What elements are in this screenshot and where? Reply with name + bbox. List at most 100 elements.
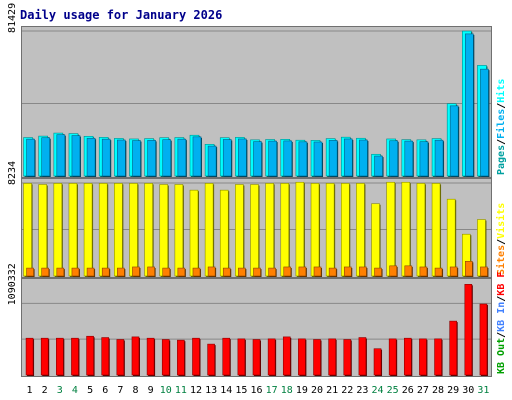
chart-title: Daily usage for January 2026: [20, 8, 222, 22]
bar-visits-day-10: [159, 184, 169, 277]
bar-files-day-7: [117, 139, 126, 177]
bar-sites-day-11: [177, 267, 186, 277]
bar-visits-day-15: [235, 184, 244, 277]
bar-files-day-31: [480, 68, 489, 177]
legend-separator: /: [496, 332, 507, 338]
chart-panels: 81429Pages/Files/Hits8234Sites/Visits109…: [7, 3, 507, 377]
bar-kbf-day-24: [373, 348, 382, 376]
bar-files-day-21: [328, 140, 338, 177]
bar-files-day-23: [359, 139, 368, 177]
x-tick-label-day-19: 19: [296, 385, 308, 396]
x-tick-label-day-23: 23: [356, 385, 368, 396]
bar-visits-day-4: [68, 183, 78, 277]
bar-sites-day-3: [56, 267, 65, 277]
legend-separator: /: [496, 139, 507, 145]
x-tick-label-day-22: 22: [341, 385, 353, 396]
bar-visits-day-5: [83, 183, 93, 277]
bar-visits-day-17: [265, 183, 274, 277]
bar-sites-day-22: [343, 266, 352, 277]
bar-files-day-30: [465, 33, 474, 177]
bar-files-day-24: [374, 155, 383, 177]
panel-legend: Sites/Visits: [495, 203, 507, 275]
bar-kbf-day-18: [282, 336, 291, 376]
x-tick-label-day-16: 16: [250, 385, 262, 396]
bar-sites-day-7: [117, 267, 125, 277]
bar-sites-day-21: [328, 267, 337, 277]
bar-sites-day-20: [313, 266, 322, 277]
x-tick-label-day-4: 4: [72, 385, 78, 396]
bar-kbf-day-26: [403, 337, 412, 376]
bar-files-day-1: [26, 138, 35, 177]
x-tick-label-day-1: 1: [27, 385, 33, 396]
bar-files-day-11: [177, 138, 187, 177]
bar-sites-day-12: [192, 267, 201, 277]
bar-sites-day-28: [434, 267, 443, 277]
x-tick-label-day-12: 12: [190, 385, 202, 396]
x-tick-label-day-29: 29: [447, 385, 459, 396]
bar-sites-day-30: [465, 261, 473, 277]
bar-visits-day-28: [431, 183, 441, 277]
bar-sites-day-19: [298, 266, 307, 277]
x-tick-label-day-11: 11: [175, 385, 187, 396]
bar-kbf-day-9: [146, 337, 155, 376]
bar-visits-day-13: [204, 183, 214, 277]
bar-kbf-day-20: [313, 339, 321, 376]
x-tick-label-day-14: 14: [220, 385, 232, 396]
bar-files-day-25: [389, 140, 398, 177]
bar-files-day-15: [238, 138, 247, 177]
panel-visits_sites: 8234 Sites/Visits: [7, 161, 507, 278]
bar-visits-day-22: [340, 183, 350, 277]
bar-files-day-16: [253, 141, 262, 177]
bar-visits-day-2: [38, 184, 47, 277]
bar-kbf-day-30: [464, 284, 473, 376]
bar-sites-day-10: [162, 267, 171, 277]
x-tick-label-day-15: 15: [235, 385, 247, 396]
bar-kbf-day-21: [328, 338, 336, 376]
x-tick-label-day-31: 31: [477, 385, 489, 396]
bar-kbf-day-23: [358, 337, 367, 376]
bar-visits-day-18: [280, 183, 290, 277]
x-tick-label-day-18: 18: [281, 385, 293, 396]
bar-sites-day-8: [132, 266, 140, 277]
bar-files-day-27: [419, 141, 429, 177]
x-tick-label-day-13: 13: [205, 385, 217, 396]
bar-files-day-28: [434, 139, 444, 177]
bar-files-day-2: [41, 137, 50, 177]
bar-visits-day-9: [144, 183, 153, 277]
x-tick-label-day-20: 20: [311, 385, 323, 396]
bar-kbf-day-10: [161, 339, 170, 376]
bar-files-day-9: [147, 140, 156, 177]
bar-sites-day-27: [419, 266, 428, 277]
bar-files-day-13: [207, 145, 217, 177]
bar-files-day-19: [298, 141, 308, 177]
bar-kbf-day-13: [207, 343, 215, 376]
x-tick-label-day-5: 5: [87, 385, 93, 396]
panel-max-label: 1090332: [7, 263, 18, 305]
bar-sites-day-16: [253, 267, 261, 277]
bar-sites-day-26: [404, 265, 413, 277]
bar-visits-day-21: [325, 183, 335, 277]
bar-kbf-day-31: [479, 303, 488, 376]
legend-sites: Sites: [495, 245, 507, 275]
bar-visits-day-25: [386, 181, 395, 277]
x-tick-label-day-6: 6: [102, 385, 108, 396]
bar-sites-day-9: [147, 266, 155, 277]
x-tick-label-day-17: 17: [266, 385, 278, 396]
bar-visits-day-14: [219, 189, 229, 277]
bar-sites-day-23: [359, 266, 367, 277]
bar-kbf-day-25: [388, 338, 397, 376]
bar-sites-day-4: [71, 267, 80, 277]
bar-files-day-6: [101, 138, 111, 177]
bar-sites-day-14: [222, 267, 231, 277]
legend-kbin: KB In: [496, 302, 507, 332]
bar-visits-day-20: [310, 183, 320, 277]
bar-files-day-29: [449, 105, 459, 177]
legend-hits: Hits: [495, 79, 507, 103]
bar-sites-day-29: [449, 266, 458, 277]
bar-visits-day-7: [114, 183, 123, 277]
bar-sites-day-18: [283, 266, 292, 277]
bar-sites-day-25: [389, 265, 397, 277]
bar-kbf-day-12: [192, 337, 200, 376]
x-tick-label-day-24: 24: [372, 385, 384, 396]
bar-visits-day-12: [189, 189, 199, 277]
